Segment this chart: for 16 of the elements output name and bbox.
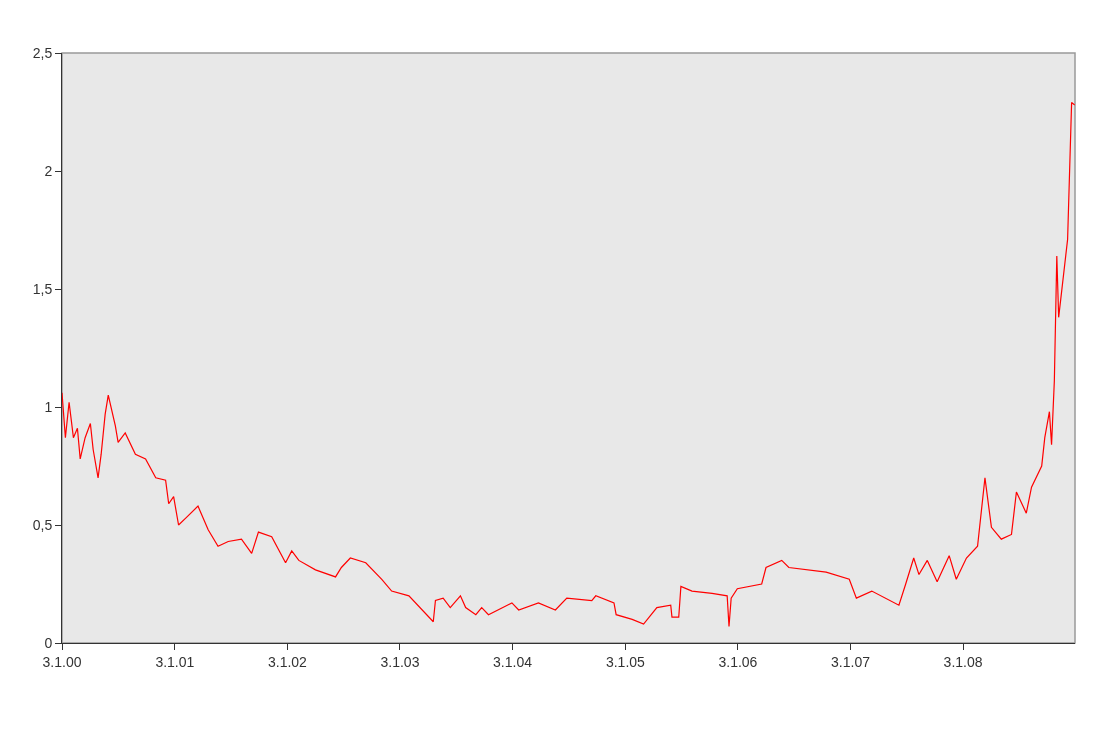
x-tick-label: 3.1.08 xyxy=(943,653,983,670)
y-tick-label: 2,5 xyxy=(32,44,53,61)
x-tick-label: 3.1.00 xyxy=(42,653,82,670)
y-tick-label: 2 xyxy=(44,162,53,179)
x-tick-label: 3.1.06 xyxy=(718,653,758,670)
y-tick-label: 0 xyxy=(44,634,53,651)
x-tick-label: 3.1.07 xyxy=(831,653,871,670)
x-tick-label: 3.1.05 xyxy=(605,653,646,670)
x-tick-label: 3.1.04 xyxy=(493,653,533,670)
y-tick-label: 1,5 xyxy=(32,280,53,297)
x-tick-label: 3.1.02 xyxy=(267,653,308,670)
x-tick-label: 3.1.01 xyxy=(155,653,195,670)
y-tick-label: 1 xyxy=(44,398,53,415)
y-tick-label: 0,5 xyxy=(32,516,53,533)
x-tick-label: 3.1.03 xyxy=(380,653,420,670)
line-series xyxy=(62,101,1075,628)
